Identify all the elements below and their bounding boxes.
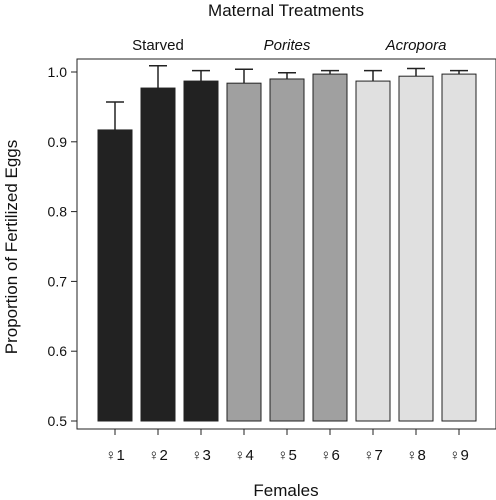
- error-bar-8: [407, 67, 425, 77]
- error-bar-7: [364, 69, 382, 82]
- y-axis: 0.5 0.6 0.7 0.8 0.9 1.0: [48, 64, 77, 429]
- bar-2: [140, 87, 176, 422]
- y-tick-label: 0.7: [48, 273, 68, 289]
- bar-4: [226, 82, 262, 422]
- group-label-0: Starved: [132, 37, 184, 54]
- bar-1: [97, 129, 133, 422]
- error-bar-9: [450, 69, 468, 75]
- group-label-2: Acropora: [385, 37, 447, 54]
- group-label-1: Porites: [264, 37, 311, 54]
- error-bar-6: [321, 69, 339, 75]
- x-axis-label: Females: [253, 481, 318, 500]
- bar-6: [312, 73, 348, 422]
- bars: [97, 64, 477, 422]
- x-tick-label: ♀2: [148, 447, 168, 464]
- y-axis-label: Proportion of Fertilized Eggs: [2, 140, 21, 355]
- group-labels: Starved Porites Acropora: [132, 37, 446, 54]
- x-tick-label: ♀8: [406, 447, 426, 464]
- error-bar-5: [278, 71, 296, 79]
- y-tick-label: 0.6: [48, 343, 68, 359]
- x-tick-label: ♀7: [363, 447, 383, 464]
- x-tick-label: ♀4: [234, 447, 254, 464]
- error-bar-3: [192, 69, 210, 82]
- y-tick-label: 0.8: [48, 204, 68, 220]
- x-tick-label: ♀9: [449, 447, 469, 464]
- x-tick-label: ♀1: [105, 447, 125, 464]
- error-bar-1: [106, 101, 124, 130]
- y-tick-label: 0.9: [48, 134, 68, 150]
- x-axis: ♀1 ♀2 ♀3 ♀4 ♀5 ♀6 ♀7 ♀8 ♀9: [105, 429, 469, 464]
- y-tick-label: 0.5: [48, 413, 68, 429]
- bar-8: [398, 75, 434, 422]
- bar-7: [355, 80, 391, 422]
- x-tick-label: ♀3: [191, 447, 211, 464]
- chart-title: Maternal Treatments: [208, 1, 364, 20]
- error-bar-4: [235, 68, 253, 84]
- x-tick-label: ♀5: [277, 447, 297, 464]
- x-tick-label: ♀6: [320, 447, 340, 464]
- y-tick-label: 1.0: [48, 64, 68, 80]
- bar-9: [441, 73, 477, 422]
- bar-3: [183, 80, 219, 422]
- bar-5: [269, 78, 305, 422]
- error-bar-2: [149, 64, 167, 89]
